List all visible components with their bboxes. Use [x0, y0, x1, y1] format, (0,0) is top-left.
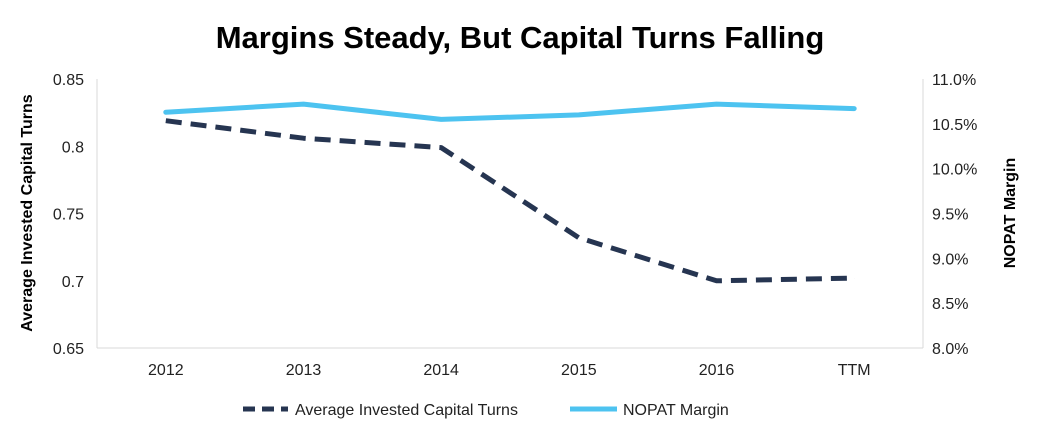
legend-label-nopat-margin: NOPAT Margin: [623, 402, 729, 419]
x-tick-label: 2012: [148, 362, 184, 379]
series-line-capital-turns: [165, 118, 855, 284]
y-left-tick-label: 0.65: [53, 341, 84, 358]
y-axis-right-ticks: 8.0% 8.5% 9.0% 9.5% 10.0% 10.5% 11.0%: [932, 72, 977, 358]
x-tick-label: TTM: [838, 362, 871, 379]
legend-label-capital-turns: Average Invested Capital Turns: [295, 402, 518, 419]
y-axis-left-title: Average Invested Capital Turns: [19, 94, 36, 332]
y-right-tick-label: 10.0%: [932, 162, 977, 179]
y-axis-left-ticks: 0.65 0.7 0.75 0.8 0.85: [53, 72, 84, 358]
x-tick-label: 2016: [699, 362, 735, 379]
y-axis-right-title: NOPAT Margin: [1002, 158, 1019, 269]
y-right-tick-label: 9.0%: [932, 251, 968, 268]
y-left-tick-label: 0.7: [62, 274, 84, 291]
y-left-tick-label: 0.75: [53, 207, 84, 224]
x-tick-label: 2015: [561, 362, 597, 379]
y-left-tick-label: 0.85: [53, 72, 84, 89]
y-left-tick-label: 0.8: [62, 139, 84, 156]
x-axis-ticks: 2012 2013 2014 2015 2016 TTM: [148, 362, 871, 379]
series-line-nopat-margin: [163, 101, 857, 122]
x-tick-label: 2014: [423, 362, 459, 379]
y-right-tick-label: 9.5%: [932, 207, 968, 224]
y-right-tick-label: 8.0%: [932, 341, 968, 358]
x-tick-label: 2013: [286, 362, 322, 379]
chart-title: Margins Steady, But Capital Turns Fallin…: [216, 20, 825, 55]
y-right-tick-label: 10.5%: [932, 117, 977, 134]
legend: Average Invested Capital Turns NOPAT Mar…: [243, 402, 729, 419]
y-right-tick-label: 8.5%: [932, 296, 968, 313]
plot-area: [96, 79, 924, 349]
series-lines: [163, 101, 857, 284]
y-right-tick-label: 11.0%: [932, 72, 976, 89]
